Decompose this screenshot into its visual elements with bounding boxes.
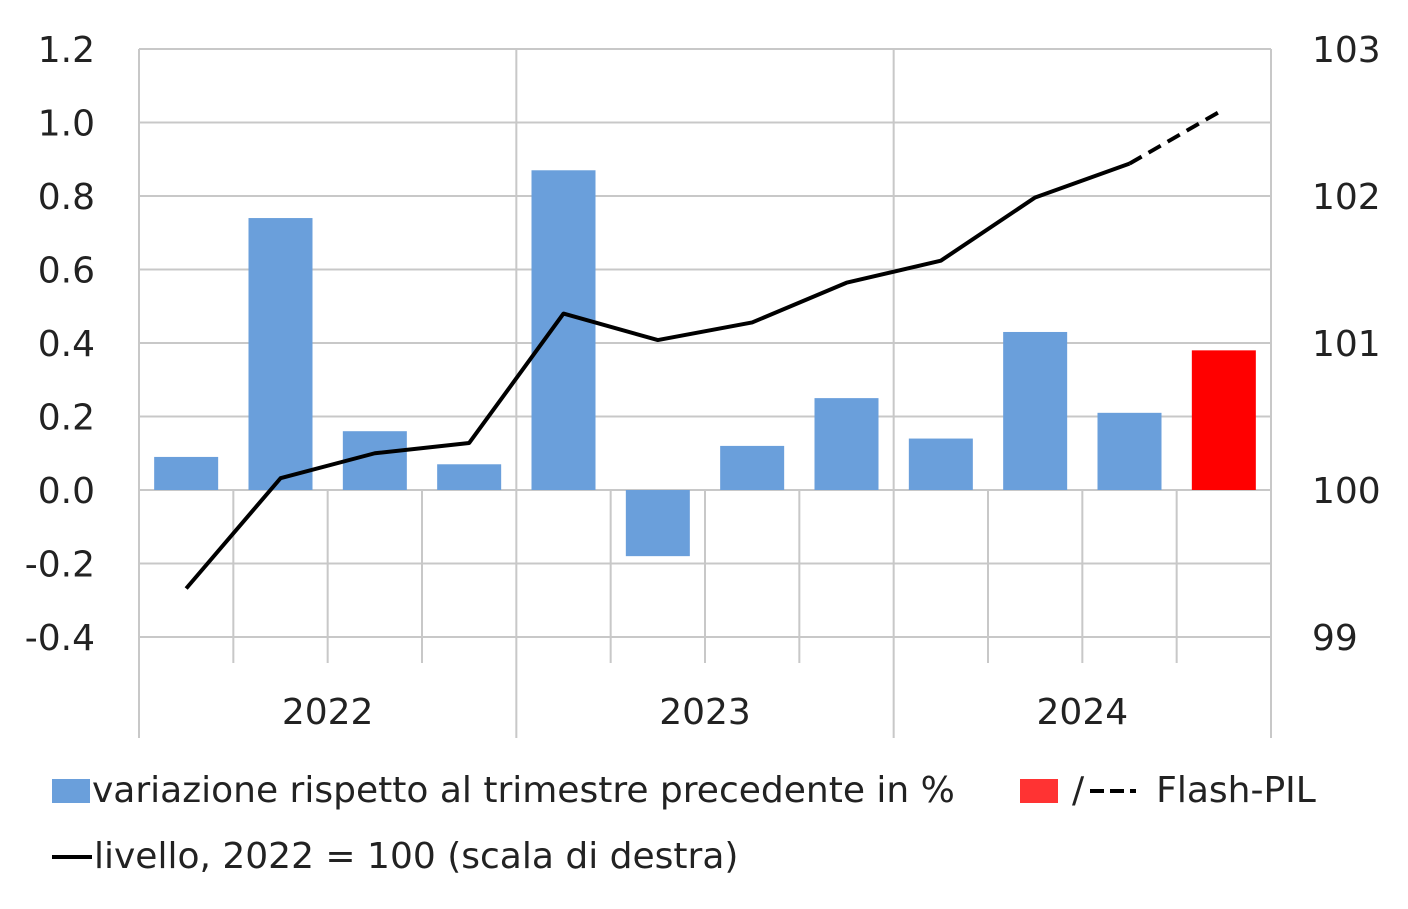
bar-2022-Q4 (437, 464, 502, 490)
legend-line-swatch (52, 854, 92, 859)
y-left-tick-label: 0.6 (38, 251, 95, 292)
bar-2023-Q4 (814, 398, 879, 490)
bar-2023-Q3 (720, 445, 785, 490)
bar-2024-Q1 (908, 438, 973, 490)
legend-line-label: livello, 2022 = 100 (scala di destra) (94, 836, 739, 877)
y-left-tick-label: -0.2 (25, 545, 95, 586)
bar-2023-Q2 (625, 490, 690, 557)
y-right-tick-label: 103 (1312, 30, 1381, 71)
y-left-tick-label: 0.8 (38, 177, 95, 218)
y-left-tick-label: 1.2 (38, 30, 95, 71)
bar-2024-Q3 (1097, 412, 1162, 490)
level-line (184, 161, 1131, 590)
y-right-tick-label: 101 (1312, 324, 1381, 365)
chart: 1.2 1.0 0.8 0.6 0.4 0.2 0.0 -0.2 -0.4 103 102 101 10… (25, 30, 1381, 738)
legend-bars-label: variazione rispetto al trimestre precede… (92, 770, 955, 811)
y-left-tick-label: 1.0 (38, 104, 95, 145)
x-year-label: 2022 (282, 692, 374, 733)
legend-item-bars: variazione rispetto al trimestre precede… (52, 770, 955, 811)
y-left-tick-label: 0.2 (38, 398, 95, 439)
legend-flash-label: Flash-PIL (1156, 770, 1316, 811)
bar-2024-Q4 (1191, 350, 1256, 490)
x-year-label: 2024 (1037, 692, 1129, 733)
level-line-flash (1128, 107, 1225, 166)
y-left-tick-label: 0.4 (38, 324, 95, 365)
legend-bars-swatch (52, 778, 90, 803)
legend-item-line: livello, 2022 = 100 (scala di destra) (52, 836, 738, 877)
legend-item-flash: / Flash-PIL (1020, 770, 1316, 811)
y-left-tick-label: -0.4 (25, 618, 95, 659)
bar-2024-Q2 (1003, 331, 1068, 490)
y-right-tick-label: 102 (1312, 177, 1381, 218)
x-year-label: 2023 (659, 692, 751, 733)
bar-2022-Q2 (248, 218, 313, 491)
legend-flash-dash-icon (1090, 788, 1137, 793)
legend-flash-slash: / (1072, 770, 1085, 811)
y-left-tick-label: 0.0 (38, 471, 95, 512)
y-right-tick-label: 99 (1312, 618, 1358, 659)
y-right-tick-label: 100 (1312, 471, 1381, 512)
bar-2022-Q1 (154, 456, 219, 490)
legend-flash-swatch (1020, 778, 1058, 803)
bar-2023-Q1 (531, 170, 596, 490)
